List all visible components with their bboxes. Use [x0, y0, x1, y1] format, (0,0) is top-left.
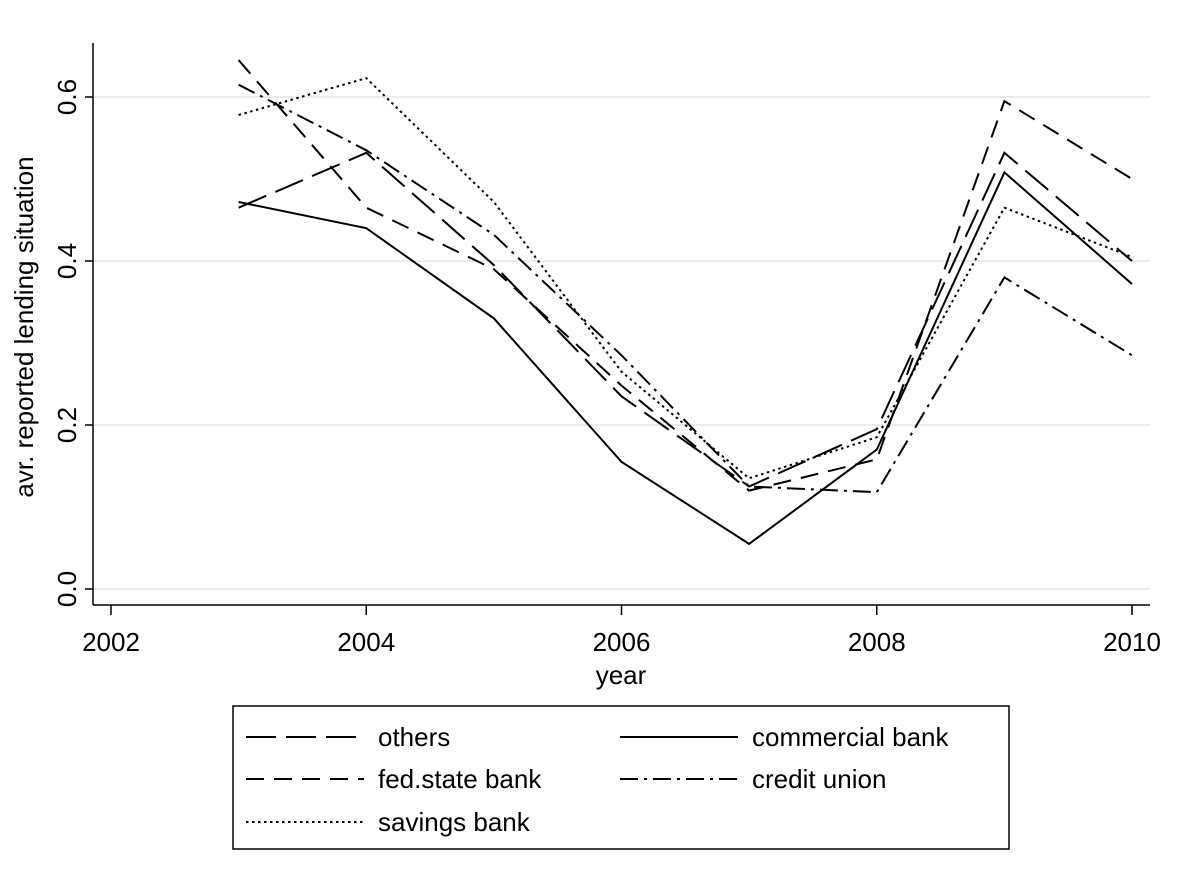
legend-label: others [378, 722, 450, 752]
series-line-others [238, 151, 1133, 488]
series-line-savings-bank [238, 76, 1133, 480]
x-tick-label: 2010 [1103, 627, 1161, 657]
series-lines [237, 59, 1133, 546]
y-tick-label: 0.2 [52, 407, 82, 443]
x-tick-label: 2008 [848, 627, 906, 657]
y-tick-label: 0.0 [52, 571, 82, 607]
series-line-credit-union [238, 83, 1133, 494]
y-axis-title: avr. reported lending situation [9, 156, 39, 497]
x-tick-label: 2006 [593, 627, 651, 657]
legend: others commercial bank fed.state bank credi… [232, 705, 1010, 850]
legend-label: savings bank [378, 807, 531, 837]
legend-label: commercial bank [752, 722, 950, 752]
x-tick-label: 2004 [337, 627, 395, 657]
legend-label: credit union [752, 764, 886, 794]
series-line-fed-state-bank [237, 59, 1133, 492]
x-axis-title: year [596, 660, 647, 690]
y-tick-label: 0.6 [52, 79, 82, 115]
legend-label: fed.state bank [378, 764, 542, 794]
x-tick-label: 2002 [82, 627, 140, 657]
y-tick-label: 0.4 [52, 243, 82, 279]
series-line-commercial-bank [238, 170, 1133, 546]
axes: 0.0 0.2 0.4 0.6 2002 2004 2006 2008 2010 [52, 43, 1161, 657]
gridlines [93, 96, 1150, 590]
legend-box [232, 705, 1010, 850]
